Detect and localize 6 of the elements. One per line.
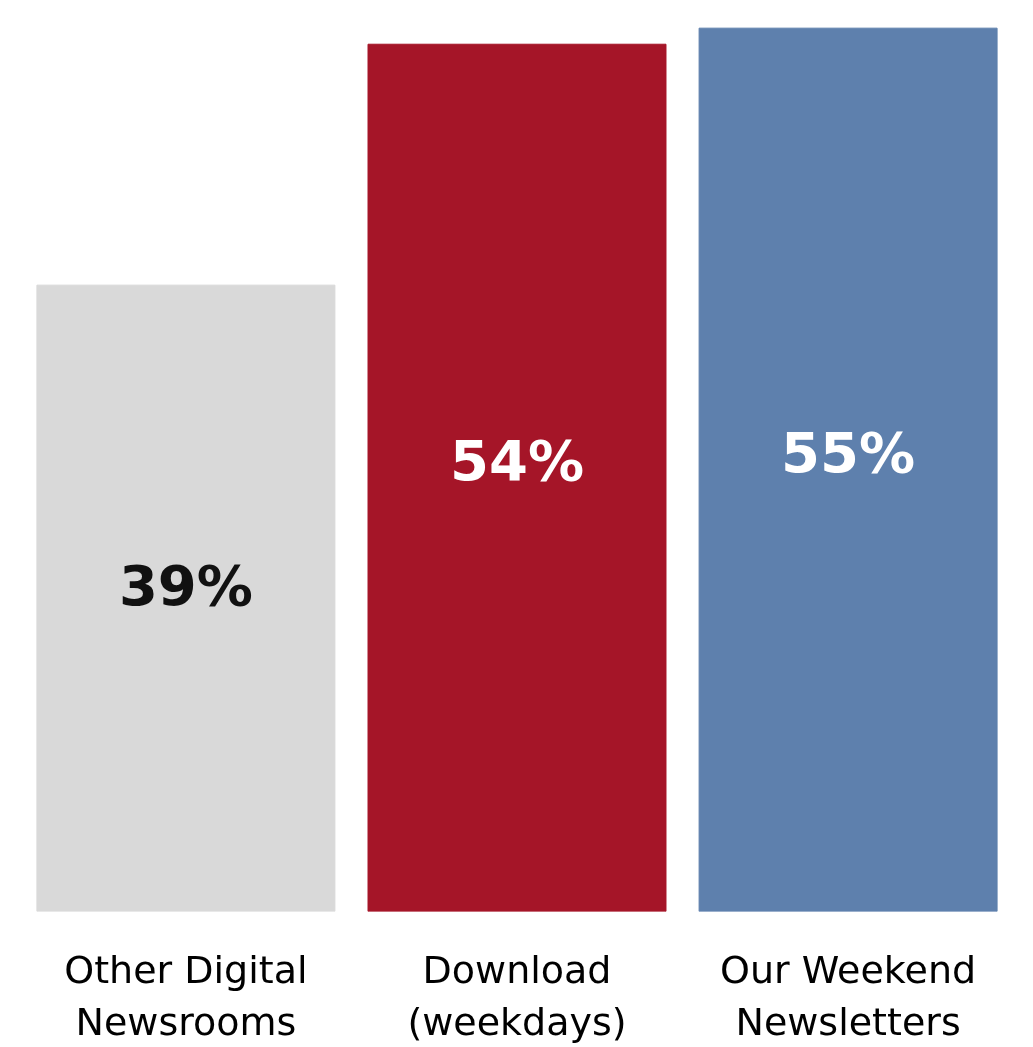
data-label: 39% [118,553,253,619]
x-tick-label: Other Digital Newsrooms [64,947,308,1045]
x-tick-label: Our Weekend Newsletters [720,947,977,1045]
data-label: 55% [781,419,916,485]
x-tick-label: Download (weekdays) [407,947,627,1045]
data-label: 54% [449,428,585,494]
